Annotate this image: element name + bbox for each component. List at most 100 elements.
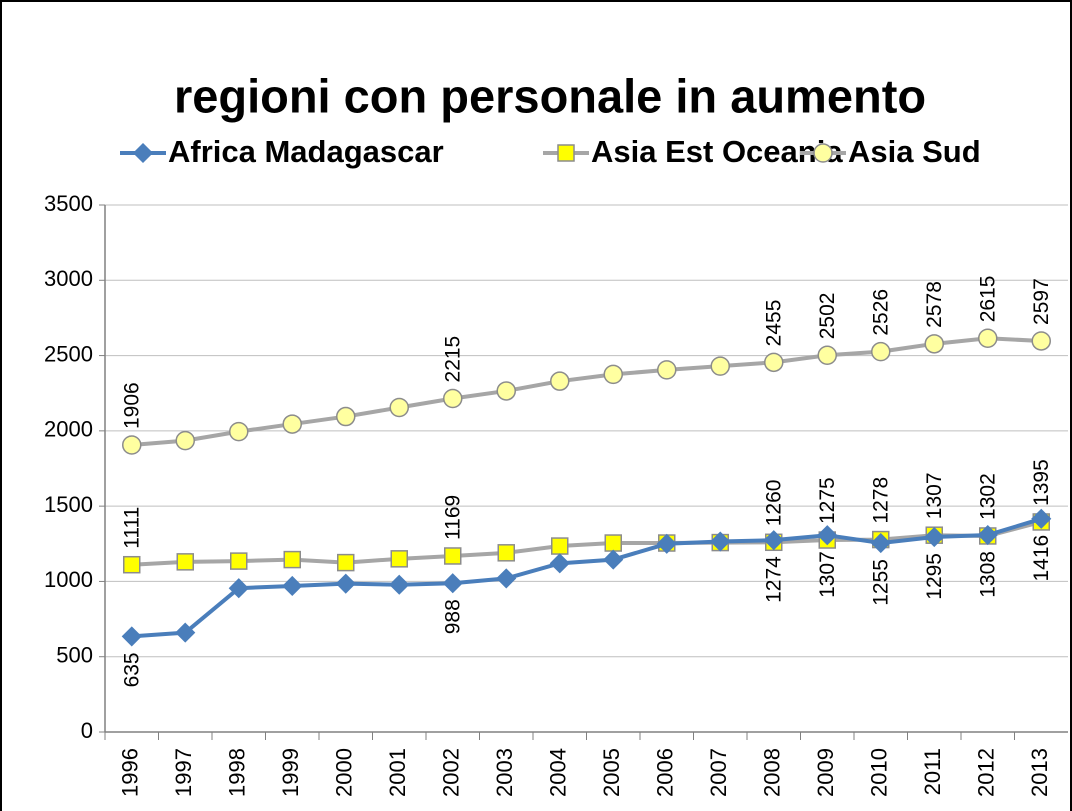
data-point (122, 435, 142, 455)
data-point (337, 553, 355, 572)
data-label: 1274 (762, 556, 785, 603)
y-tick-label: 1500 (44, 492, 93, 517)
y-tick-label: 2500 (44, 341, 93, 366)
data-label: 1307 (816, 551, 839, 598)
data-label: 1169 (441, 495, 464, 540)
data-label: 2526 (869, 289, 892, 336)
data-label: 2615 (976, 276, 999, 323)
x-tick-label: 2007 (706, 748, 731, 797)
x-tick-label: 2010 (867, 748, 892, 797)
data-label: 1275 (816, 477, 839, 524)
data-point (710, 531, 731, 552)
data-label: 1307 (923, 472, 946, 519)
data-point (764, 352, 784, 373)
data-point (442, 573, 463, 594)
data-point (1031, 331, 1051, 351)
data-point (817, 345, 837, 366)
data-point (924, 334, 944, 354)
data-point (603, 364, 623, 385)
data-point (175, 430, 195, 451)
x-tick-label: 2013 (1027, 748, 1052, 797)
legend-marker (557, 144, 575, 162)
data-label: 1416 (1030, 535, 1053, 582)
data-label: 2455 (762, 300, 785, 347)
legend-marker (132, 142, 154, 164)
data-point (389, 574, 410, 595)
data-point (817, 525, 838, 546)
data-label: 1278 (869, 477, 892, 524)
data-label: 2578 (923, 281, 946, 328)
data-point (657, 360, 677, 380)
data-point (871, 341, 891, 362)
data-point (710, 356, 730, 376)
y-tick-label: 3000 (44, 266, 93, 291)
data-point (228, 578, 249, 599)
data-label: 2597 (1030, 278, 1053, 325)
data-label: 1906 (120, 382, 143, 429)
data-label: 1295 (923, 553, 946, 600)
x-tick-label: 2004 (546, 748, 571, 797)
data-label: 1395 (1030, 459, 1053, 506)
x-tick-label: 2012 (974, 748, 999, 797)
data-point (230, 552, 248, 570)
data-label: 1111 (120, 507, 143, 549)
data-point (549, 553, 570, 574)
data-point (176, 553, 194, 571)
data-point (497, 544, 515, 562)
data-label: 2215 (441, 336, 464, 383)
data-label: 1302 (976, 473, 999, 520)
y-tick-label: 2000 (44, 417, 93, 442)
series-line (131, 520, 1042, 567)
x-tick-label: 1997 (171, 748, 196, 797)
data-point (977, 524, 998, 546)
data-label: 635 (120, 652, 143, 687)
x-tick-label: 2008 (760, 748, 785, 797)
data-point (656, 533, 677, 554)
data-point (978, 328, 998, 349)
data-label: 1255 (869, 559, 892, 606)
data-point (175, 622, 196, 643)
y-tick-label: 1000 (44, 567, 93, 592)
legend-label: Asia Sud (848, 134, 981, 169)
data-point (283, 550, 301, 569)
chart-title: regioni con personale in aumento (174, 69, 926, 122)
data-point (551, 537, 569, 555)
data-label: 2502 (816, 293, 839, 340)
data-point (121, 626, 142, 647)
data-point (763, 530, 784, 551)
x-tick-label: 2006 (653, 748, 678, 797)
x-tick-label: 2011 (920, 748, 945, 795)
data-point (603, 549, 624, 570)
legend-label: Africa Madagascar (168, 134, 444, 169)
data-label: 988 (441, 599, 464, 634)
x-tick-label: 2009 (813, 748, 838, 797)
data-point (604, 534, 622, 552)
data-point (496, 568, 517, 589)
x-tick-label: 1996 (118, 748, 143, 797)
data-point (390, 550, 408, 568)
data-label: 1260 (762, 480, 785, 527)
data-point (924, 526, 945, 548)
x-tick-label: 1998 (225, 748, 250, 797)
y-tick-label: 0 (81, 718, 93, 743)
y-tick-label: 500 (56, 643, 93, 668)
x-tick-label: 2005 (599, 748, 624, 797)
y-tick-label: 3500 (44, 191, 93, 216)
data-point (496, 381, 516, 401)
data-point (229, 421, 249, 442)
data-point (282, 575, 303, 597)
data-point (389, 397, 409, 418)
x-tick-label: 2002 (439, 748, 464, 797)
legend-marker (813, 143, 833, 163)
data-point (443, 388, 463, 409)
x-tick-label: 2003 (492, 748, 517, 797)
data-point (336, 406, 356, 427)
x-tick-label: 2000 (332, 748, 357, 797)
data-point (550, 371, 570, 391)
data-point (870, 532, 891, 554)
data-point (123, 555, 141, 574)
x-tick-label: 1999 (278, 748, 303, 797)
x-tick-label: 2001 (385, 748, 410, 797)
